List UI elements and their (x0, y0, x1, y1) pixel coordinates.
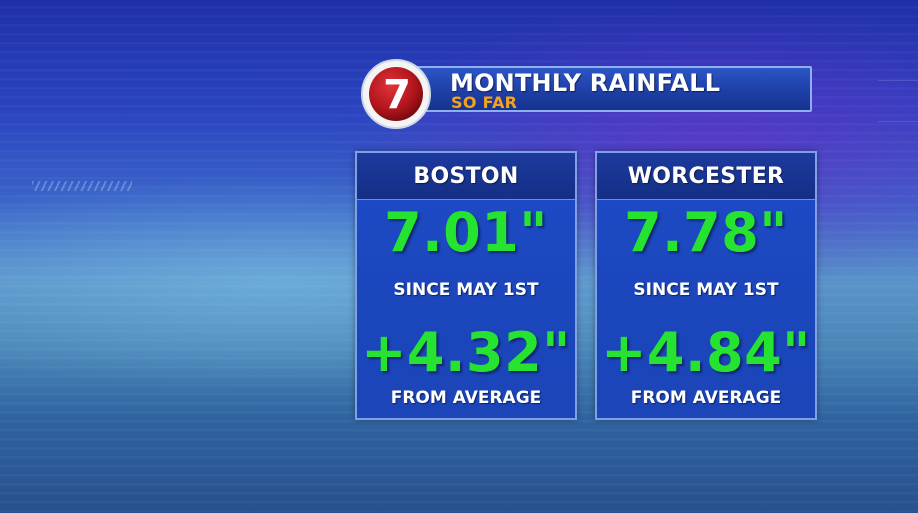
background-decoration-right (878, 80, 918, 122)
rainfall-departure-caption: FROM AVERAGE (630, 388, 782, 408)
city-card-worcester: WORCESTER 7.78" SINCE MAY 1ST +4.84" FRO… (595, 151, 817, 420)
rainfall-departure-caption: FROM AVERAGE (390, 388, 542, 408)
rainfall-total: 7.78" (624, 201, 788, 264)
page-subtitle: SO FAR (451, 93, 518, 112)
card-header: BOSTON (357, 153, 575, 200)
card-header: WORCESTER (597, 153, 815, 200)
city-name: BOSTON (413, 163, 519, 189)
background-decoration (32, 181, 132, 191)
logo-text: 7 (383, 72, 411, 118)
city-name: WORCESTER (627, 163, 785, 189)
title-bar: 7 MONTHLY RAINFALL SO FAR (360, 59, 814, 129)
rainfall-departure: +4.32" (361, 321, 571, 384)
channel-7-logo-icon: 7 (361, 59, 431, 129)
page-title: MONTHLY RAINFALL (450, 69, 721, 97)
city-card-boston: BOSTON 7.01" SINCE MAY 1ST +4.32" FROM A… (355, 151, 577, 420)
rainfall-total-caption: SINCE MAY 1ST (633, 280, 779, 300)
title-strip (412, 66, 812, 112)
rainfall-total-caption: SINCE MAY 1ST (393, 280, 539, 300)
rainfall-departure: +4.84" (601, 321, 811, 384)
rainfall-total: 7.01" (384, 201, 548, 264)
